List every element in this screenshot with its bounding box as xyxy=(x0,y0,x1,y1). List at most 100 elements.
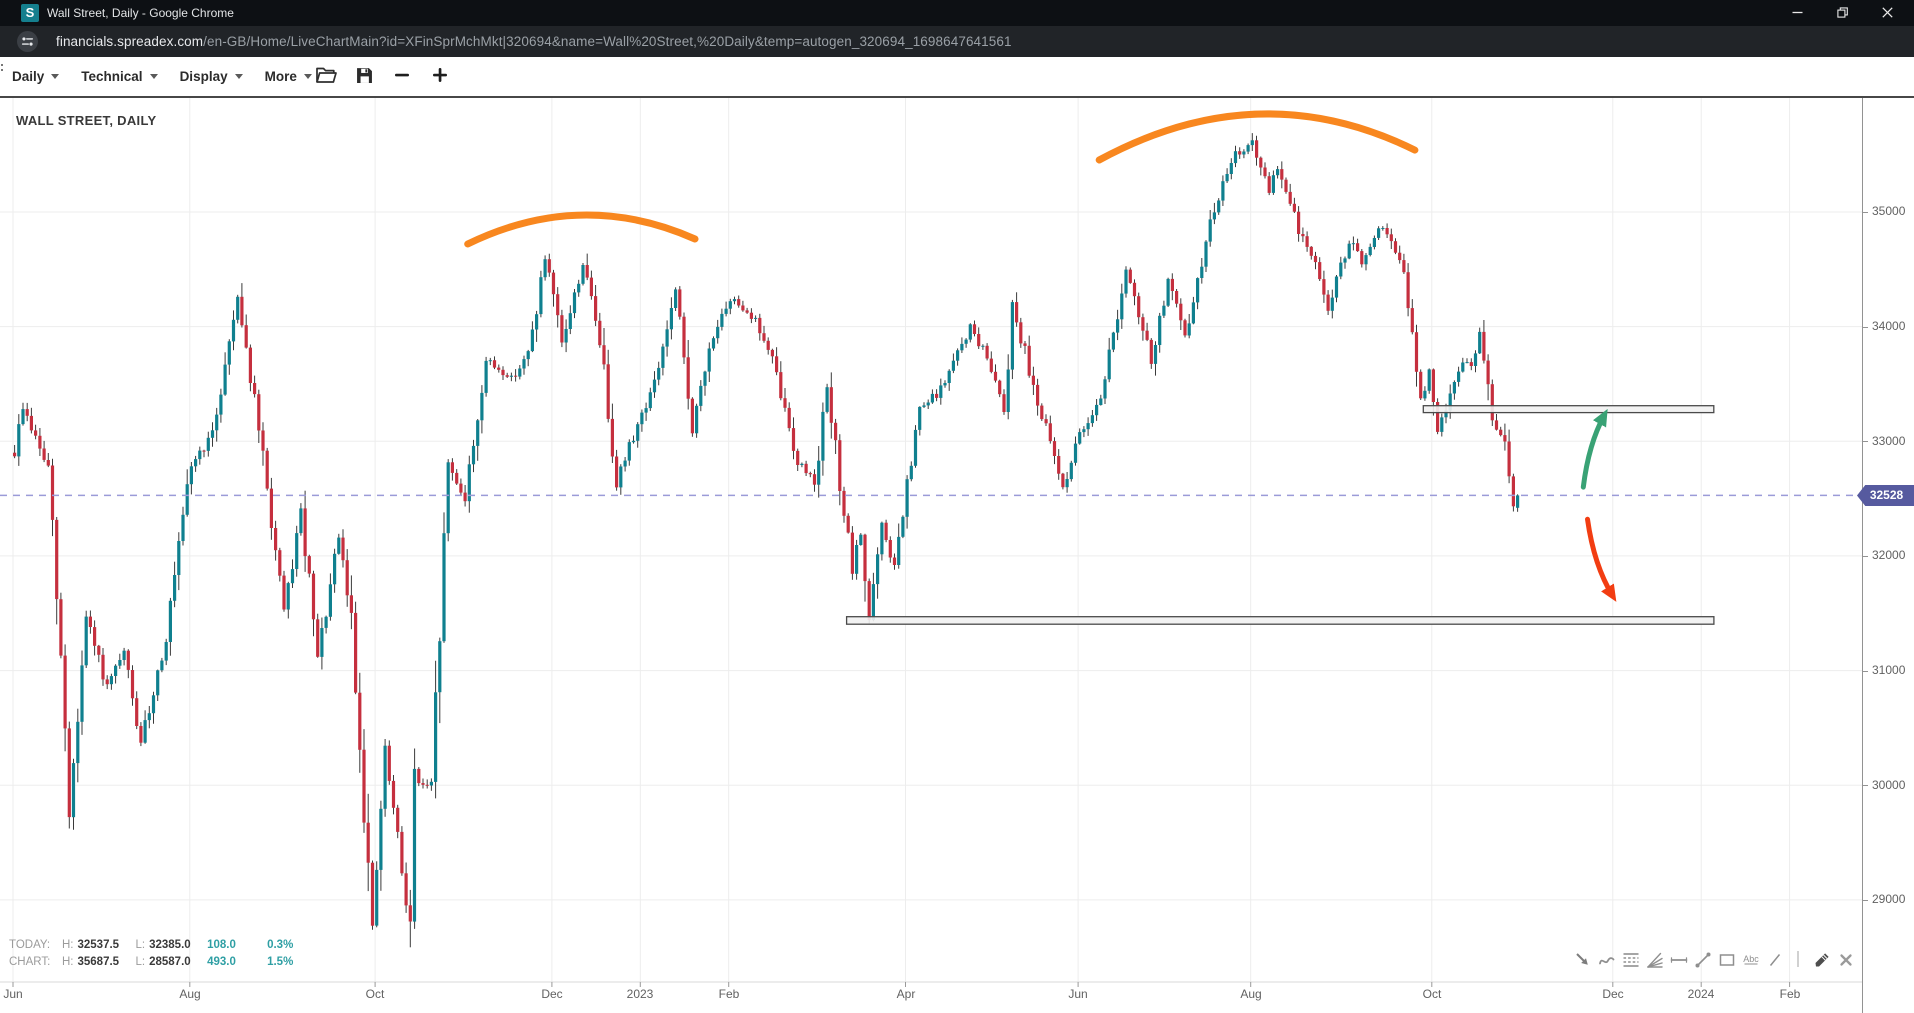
y-tick xyxy=(1863,441,1868,442)
open-chart-button[interactable] xyxy=(313,64,339,90)
text-tool-button[interactable]: Abc xyxy=(1740,951,1761,972)
chart-top-border xyxy=(0,96,1914,98)
x-tick-label: Feb xyxy=(1779,987,1801,1001)
address-bar[interactable]: financials.spreadex.com/en-GB/Home/LiveC… xyxy=(0,26,1914,57)
x-tick-label: Dec xyxy=(541,987,563,1001)
y-tick-label: 29000 xyxy=(1872,892,1906,906)
high-label: H: xyxy=(62,955,74,968)
trend-line-tool-icon xyxy=(1693,950,1713,973)
window-edge-grip xyxy=(1,64,3,66)
y-tick xyxy=(1863,900,1868,901)
status-row-today: TODAY: H: 32537.5 L: 32385.0 108.0 0.3% xyxy=(9,936,293,953)
high-label: H: xyxy=(62,938,74,951)
x-tick-label: Apr xyxy=(896,987,916,1001)
y-tick xyxy=(1863,671,1868,672)
zoom-out-button[interactable] xyxy=(389,64,415,90)
candlestick-plot[interactable] xyxy=(0,98,1862,1013)
minimize-button[interactable] xyxy=(1775,0,1820,26)
chart-change-pct: 1.5% xyxy=(267,955,294,968)
menu-label: Display xyxy=(179,69,228,84)
minimize-icon xyxy=(1792,6,1803,21)
fib-grid-tool-button[interactable] xyxy=(1620,951,1641,972)
horizontal-line-tool-icon xyxy=(1669,950,1689,973)
line-tool-button[interactable] xyxy=(1764,951,1785,972)
window-titlebar: S Wall Street, Daily - Google Chrome xyxy=(0,0,1914,26)
svg-text:Abc: Abc xyxy=(1743,954,1759,964)
fan-lines-tool-button[interactable] xyxy=(1644,951,1665,972)
menu-daily[interactable]: Daily xyxy=(12,69,60,84)
close-button[interactable] xyxy=(1865,0,1910,26)
chevron-down-icon xyxy=(303,74,312,79)
drawing-toolbar: Abc xyxy=(1572,949,1856,974)
menu-more[interactable]: More xyxy=(265,69,312,84)
window-controls xyxy=(1775,0,1910,26)
restore-button[interactable] xyxy=(1820,0,1865,26)
save-icon xyxy=(354,65,375,89)
curve-tool-icon xyxy=(1597,950,1617,973)
menu-display[interactable]: Display xyxy=(180,69,243,84)
close-tools-button[interactable] xyxy=(1835,951,1856,972)
y-tick-label: 31000 xyxy=(1872,663,1906,677)
top-arc-annotation xyxy=(464,211,699,248)
y-tick-label: 30000 xyxy=(1872,778,1906,792)
y-tick xyxy=(1863,785,1868,786)
marker-pen-tool-button[interactable] xyxy=(1811,951,1832,972)
chart-change: 493.0 xyxy=(207,955,236,968)
menu-label: Daily xyxy=(12,69,45,84)
curve-tool-button[interactable] xyxy=(1596,951,1617,972)
minus-icon xyxy=(392,65,412,88)
trend-line-tool-button[interactable] xyxy=(1692,951,1713,972)
chevron-down-icon xyxy=(149,74,158,79)
resistance-zone xyxy=(1422,405,1715,414)
x-tick-label: Dec xyxy=(1602,987,1624,1001)
y-tick xyxy=(1863,327,1868,328)
menu-technical[interactable]: Technical xyxy=(81,69,158,84)
status-label: CHART: xyxy=(9,955,51,968)
zoom-in-button[interactable] xyxy=(427,64,453,90)
toolbar-menus: Daily Technical Display More xyxy=(12,57,312,96)
close-tools-icon xyxy=(1836,950,1856,973)
url-path: /en-GB/Home/LiveChartMain?id=XFinSprMchM… xyxy=(203,34,1012,49)
down-scenario-arrow xyxy=(1585,516,1617,602)
y-axis[interactable]: 32528 35000 34000 33000 32000 31000 30000 2900… xyxy=(1857,98,1914,1013)
x-tick-label: Jun xyxy=(3,987,23,1001)
x-tick-label: Jun xyxy=(1068,987,1088,1001)
menu-label: Technical xyxy=(81,69,143,84)
fib-grid-tool-icon xyxy=(1621,950,1641,973)
support-zone xyxy=(845,616,1715,625)
site-controls-icon[interactable] xyxy=(17,31,38,52)
save-chart-button[interactable] xyxy=(351,64,377,90)
low-label: L: xyxy=(135,955,146,968)
x-tick-label: Aug xyxy=(1240,987,1262,1001)
chart-region[interactable]: WALL STREET, DAILY Jun Aug Oct Dec 2023 Feb Ap… xyxy=(0,98,1914,1013)
y-tick xyxy=(1863,556,1868,557)
top-arc-annotation xyxy=(1095,110,1419,164)
arrow-tool-button[interactable] xyxy=(1572,951,1593,972)
price-status-panel: TODAY: H: 32537.5 L: 32385.0 108.0 0.3% … xyxy=(9,936,293,970)
url-text: financials.spreadex.com/en-GB/Home/LiveC… xyxy=(56,34,1012,49)
y-tick-label: 33000 xyxy=(1872,434,1906,448)
x-tick-label: Feb xyxy=(718,987,740,1001)
folder-open-icon xyxy=(314,63,338,90)
current-price-badge: 32528 xyxy=(1857,485,1914,506)
horizontal-line-tool-button[interactable] xyxy=(1668,951,1689,972)
up-candles xyxy=(17,140,1520,926)
chart-high: 35687.5 xyxy=(77,955,120,968)
x-tick-label: Oct xyxy=(365,987,385,1001)
today-high: 32537.5 xyxy=(77,938,120,951)
rectangle-tool-button[interactable] xyxy=(1716,951,1737,972)
toolbar-separator xyxy=(1788,949,1808,974)
y-tick-label: 34000 xyxy=(1872,319,1906,333)
toolbar-icon-buttons xyxy=(313,57,453,96)
today-change-pct: 0.3% xyxy=(267,938,294,951)
today-change: 108.0 xyxy=(207,938,236,951)
line-tool-icon xyxy=(1765,950,1785,973)
chevron-down-icon xyxy=(234,74,243,79)
chevron-down-icon xyxy=(51,74,60,79)
chart-low: 28587.0 xyxy=(149,955,191,968)
up-scenario-arrow xyxy=(1580,408,1608,490)
low-label: L: xyxy=(135,938,146,951)
close-icon xyxy=(1882,6,1893,21)
chart-title: WALL STREET, DAILY xyxy=(16,113,157,128)
x-tick-label: 2023 xyxy=(626,987,654,1001)
